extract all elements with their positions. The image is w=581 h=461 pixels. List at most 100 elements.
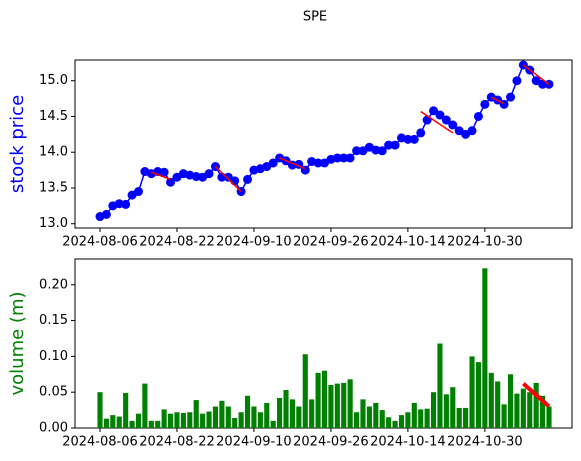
x-tick-label: 2024-10-14 — [370, 235, 446, 250]
volume-bar — [443, 394, 449, 428]
x-tick-label: 2024-08-22 — [139, 235, 215, 250]
volume-bar — [174, 412, 180, 428]
price-point — [313, 158, 323, 168]
price-point — [332, 153, 342, 163]
price-point — [230, 176, 240, 186]
volume-bar — [437, 343, 443, 428]
price-point — [416, 128, 426, 138]
y-axis-label: stock price — [7, 95, 28, 193]
price-point — [339, 153, 349, 163]
volume-bar — [430, 392, 437, 428]
price-point — [480, 99, 490, 109]
volume-bar — [225, 406, 231, 428]
price-point — [390, 140, 400, 150]
volume-bar — [289, 399, 295, 428]
volume-bar — [103, 418, 109, 428]
volume-bar — [482, 268, 488, 428]
x-tick-label: 2024-08-06 — [62, 235, 138, 250]
y-tick-label: 14.0 — [39, 145, 68, 160]
volume-bar — [129, 420, 135, 428]
volume-bar — [321, 370, 328, 428]
price-point — [133, 187, 143, 197]
trend-line — [279, 157, 306, 170]
volume-bar — [219, 400, 225, 428]
price-point — [204, 169, 214, 179]
volume-bar — [398, 415, 405, 428]
trend-line — [490, 96, 505, 105]
volume-bar — [244, 395, 251, 428]
volume-bar — [514, 393, 520, 428]
price-point — [429, 106, 439, 116]
x-tick-label: 2024-08-06 — [62, 435, 138, 450]
price-point — [409, 134, 419, 144]
volume-bar — [456, 407, 462, 428]
volume-bar — [392, 420, 398, 428]
volume-bar — [488, 372, 494, 428]
y-axis-label: volume (m) — [7, 292, 28, 396]
chart-title: SPE — [303, 10, 327, 25]
volume-bar — [232, 417, 238, 428]
trend-line — [522, 382, 551, 409]
x-tick-label: 2024-09-10 — [216, 235, 292, 250]
price-point — [345, 153, 355, 163]
y-tick-label: 0.20 — [39, 277, 68, 292]
volume-bar — [97, 392, 103, 428]
price-point — [166, 177, 176, 187]
volume-bar — [283, 390, 289, 428]
y-tick-label: 14.5 — [39, 109, 68, 124]
y-tick-label: 13.5 — [39, 180, 68, 195]
trend-line — [151, 171, 171, 181]
volume-bar — [187, 412, 193, 428]
volume-bar — [206, 411, 212, 428]
x-tick-label: 2024-08-22 — [139, 435, 215, 450]
volume-bar — [354, 412, 360, 428]
price-point — [159, 167, 169, 177]
volume-bar — [167, 413, 174, 428]
x-tick-label: 2024-10-30 — [447, 235, 523, 250]
price-point — [377, 146, 387, 156]
volume-bar — [238, 412, 244, 428]
volume-bar — [148, 420, 154, 428]
volume-bar — [264, 402, 270, 428]
price-point — [352, 146, 362, 156]
volume-bar — [315, 372, 321, 428]
x-tick-label: 2024-09-26 — [293, 435, 369, 450]
price-point — [512, 76, 522, 86]
trend-line — [420, 110, 454, 134]
volume-bar — [373, 402, 379, 428]
volume-bar — [142, 383, 148, 428]
volume-bar — [270, 420, 276, 428]
volume-bar — [360, 399, 366, 428]
volume-bar — [546, 406, 552, 428]
axes-frame — [74, 59, 573, 229]
volume-bar — [418, 409, 424, 428]
x-tick-label: 2024-09-26 — [293, 235, 369, 250]
price-point — [473, 111, 483, 121]
volume-bar — [135, 413, 142, 428]
price-point — [422, 115, 432, 125]
x-tick-label: 2024-10-14 — [370, 435, 446, 450]
volume-bar — [161, 409, 167, 428]
volume-bar — [469, 356, 475, 428]
volume-bar — [405, 412, 411, 428]
volume-bar — [424, 408, 430, 428]
y-tick-label: 13.0 — [39, 216, 68, 231]
volume-bar — [507, 374, 514, 428]
volume-bar — [501, 404, 507, 428]
volume-bar — [540, 395, 546, 428]
volume-bar — [155, 420, 161, 428]
volume-bar — [251, 406, 257, 428]
x-tick-label: 2024-10-30 — [447, 435, 523, 450]
volume-bar — [180, 412, 186, 428]
volume-bar — [475, 362, 482, 428]
volume-bar — [123, 392, 129, 428]
volume-bar — [309, 399, 315, 428]
price-point — [243, 174, 253, 184]
trend-line — [214, 165, 242, 193]
price-point — [121, 199, 131, 209]
price-point — [441, 115, 451, 125]
y-tick-label: 15.0 — [39, 73, 68, 88]
volume-bar — [379, 410, 385, 428]
volume-bar — [533, 382, 539, 428]
